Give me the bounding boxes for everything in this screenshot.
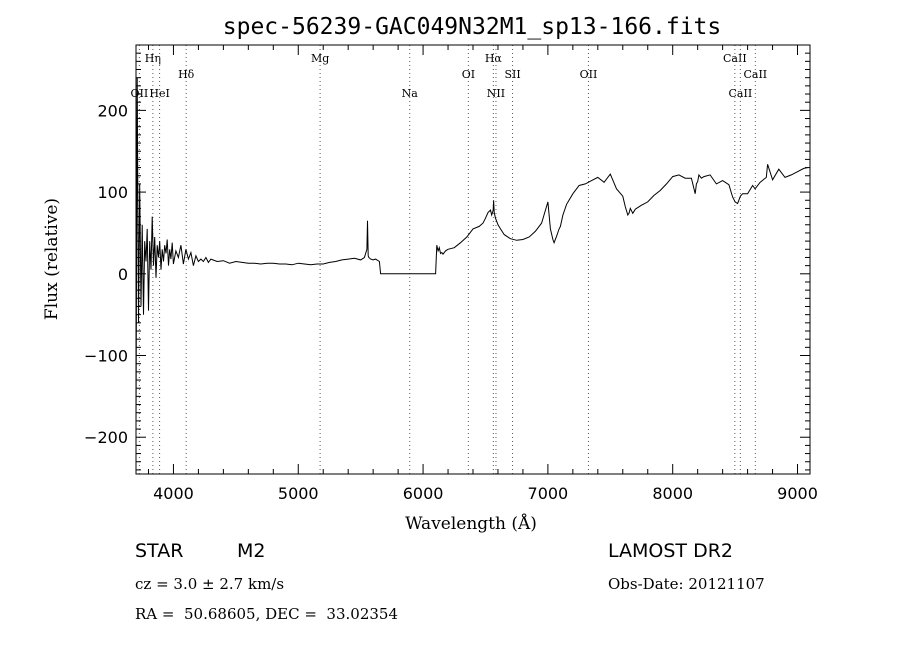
x-tick-label: 6000 <box>403 484 444 503</box>
coordinates-text: RA = 50.68605, DEC = 33.02354 <box>135 605 399 623</box>
y-tick-label: −100 <box>84 347 128 366</box>
x-axis-label: Wavelength (Å) <box>405 513 537 534</box>
y-tick-label: 200 <box>97 101 128 120</box>
class-label: STAR <box>135 540 184 562</box>
x-tick-label: 8000 <box>652 484 693 503</box>
line-label: Hδ <box>178 68 195 81</box>
line-label: Mg <box>311 52 329 65</box>
obs-date-text: Obs-Date: 20121107 <box>608 575 765 593</box>
axes: 4000 5000 6000 7000 8000 9000 −200 −100 0 100 200 <box>84 44 818 503</box>
survey-label: LAMOST DR2 <box>608 540 733 562</box>
spectrum-line <box>135 77 808 426</box>
x-tick-label: 5000 <box>278 484 319 503</box>
plot-frame <box>135 44 811 475</box>
y-tick-label: 100 <box>97 183 128 202</box>
line-label: Hη <box>145 52 161 65</box>
line-label: Hα <box>485 52 503 65</box>
chart-title: spec-56239-GAC049N32M1_sp13-166.fits <box>223 14 722 40</box>
subclass-label: M2 <box>237 540 266 562</box>
line-label: CaII <box>729 87 753 100</box>
y-axis-label: Flux (relative) <box>42 198 62 320</box>
line-label: Na <box>402 87 419 100</box>
y-tick-label: 0 <box>118 265 128 284</box>
line-label: HeI <box>149 87 169 100</box>
line-label: CaII <box>723 52 747 65</box>
spectrum-series <box>135 77 808 426</box>
line-label: CaII <box>743 68 767 81</box>
line-label: OII <box>580 68 598 81</box>
x-tick-label: 7000 <box>528 484 569 503</box>
line-label: OII <box>131 87 149 100</box>
y-tick-label: −200 <box>84 428 128 447</box>
redshift-text: cz = 3.0 ± 2.7 km/s <box>135 575 285 593</box>
line-label: NII <box>487 87 505 100</box>
x-tick-label: 4000 <box>153 484 194 503</box>
x-tick-label: 9000 <box>777 484 818 503</box>
line-label: SII <box>504 68 520 81</box>
line-label: OI <box>462 68 475 81</box>
